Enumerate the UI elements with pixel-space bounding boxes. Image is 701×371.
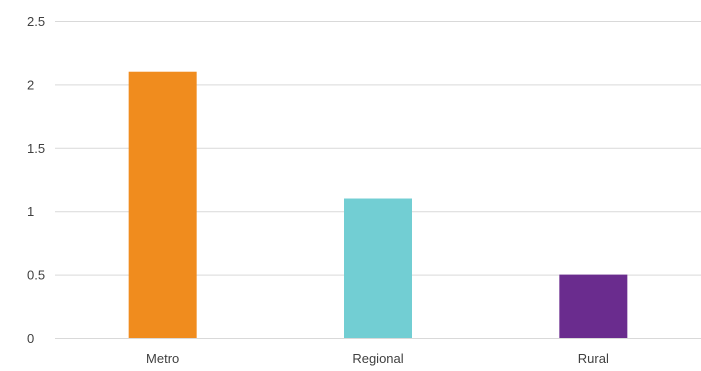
x-tick-label: Rural xyxy=(578,351,609,366)
y-tick-label: 2 xyxy=(27,77,34,92)
bar-regional xyxy=(344,198,412,338)
x-axis-labels: Metro Regional Rural xyxy=(146,351,609,366)
y-tick-label: 1 xyxy=(27,204,34,219)
bars xyxy=(128,71,628,338)
bar-metro xyxy=(128,71,197,338)
y-tick-label: 0.5 xyxy=(27,268,45,283)
y-tick-label: 0 xyxy=(27,331,34,346)
bar-rural xyxy=(559,274,628,338)
x-tick-label: Metro xyxy=(146,351,179,366)
x-tick-label: Regional xyxy=(352,351,403,366)
y-axis-ticks: 0 0.5 1 1.5 2 2.5 xyxy=(27,14,45,346)
y-tick-label: 1.5 xyxy=(27,141,45,156)
y-tick-label: 2.5 xyxy=(27,14,45,29)
